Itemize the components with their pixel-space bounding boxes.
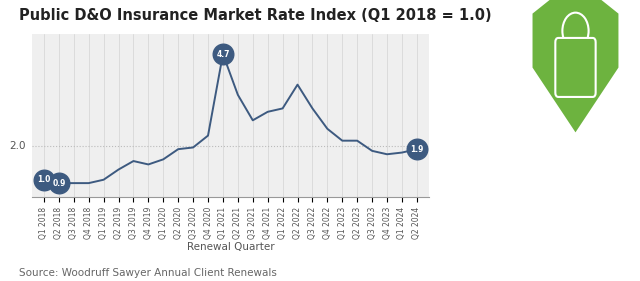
- Text: Public D&O
Insurance Market
Rates Near 2020
Levels: Public D&O Insurance Market Rates Near 2…: [456, 125, 602, 201]
- Point: [412, 147, 422, 151]
- Text: 0.9: 0.9: [52, 179, 65, 188]
- Text: 1.0: 1.0: [37, 175, 51, 184]
- Text: Public D&O Insurance Market Rate Index (Q1 2018 = 1.0): Public D&O Insurance Market Rate Index (…: [19, 8, 492, 23]
- Point: [39, 178, 49, 182]
- Text: 1.9: 1.9: [410, 145, 424, 154]
- Text: 2.0: 2.0: [10, 141, 26, 151]
- FancyBboxPatch shape: [556, 38, 596, 97]
- Polygon shape: [531, 0, 620, 135]
- Text: 4.7: 4.7: [216, 49, 230, 59]
- Point: [54, 181, 64, 185]
- X-axis label: Renewal Quarter: Renewal Quarter: [187, 242, 274, 251]
- Point: [218, 52, 228, 56]
- Circle shape: [563, 13, 589, 49]
- Text: Source: Woodruff Sawyer Annual Client Renewals: Source: Woodruff Sawyer Annual Client Re…: [19, 268, 277, 278]
